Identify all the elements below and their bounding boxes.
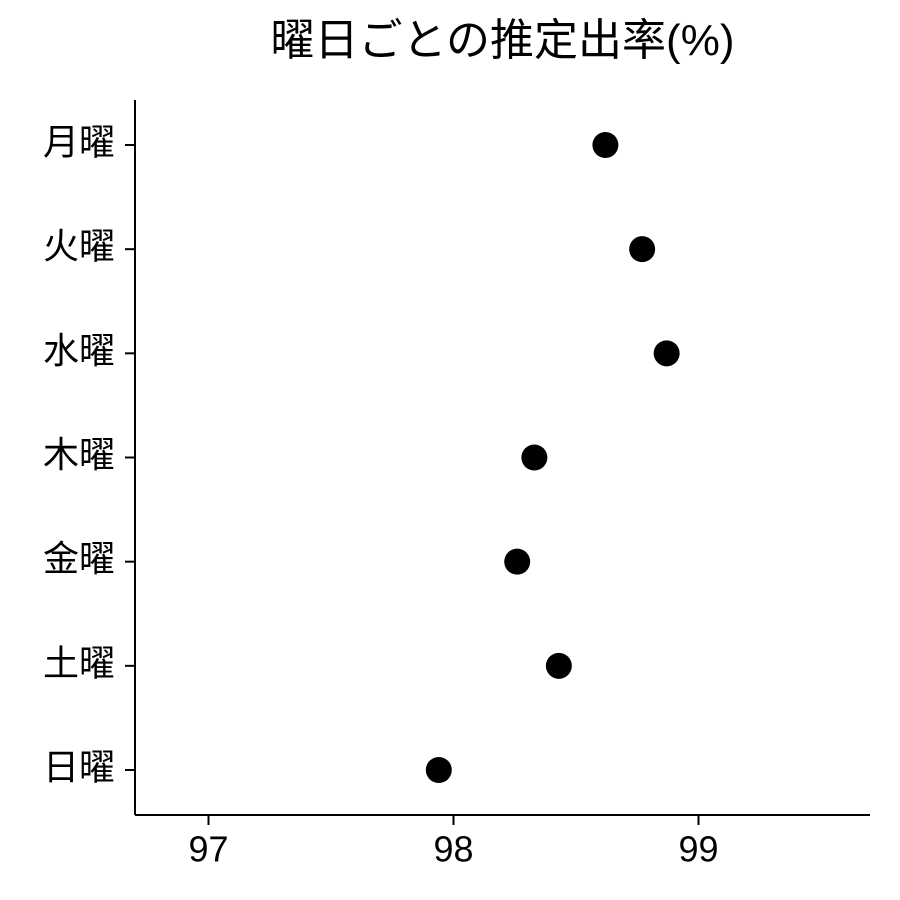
data-point bbox=[426, 757, 452, 783]
chart-container: 曜日ごとの推定出率(%) 月曜火曜水曜木曜金曜土曜日曜 97 98 99 bbox=[0, 0, 900, 900]
y-tick-label: 火曜 bbox=[43, 226, 115, 267]
data-point bbox=[504, 549, 530, 575]
x-tick-label: 99 bbox=[678, 828, 718, 869]
y-tick-label: 土曜 bbox=[43, 642, 115, 683]
x-tick-label: 98 bbox=[433, 828, 473, 869]
data-point bbox=[546, 653, 572, 679]
y-tick-label: 金曜 bbox=[43, 538, 115, 579]
chart-title: 曜日ごとの推定出率(%) bbox=[271, 16, 735, 65]
x-tick-label: 97 bbox=[188, 828, 228, 869]
y-tick-label: 日曜 bbox=[43, 747, 115, 788]
data-point bbox=[592, 132, 618, 158]
y-tick-label: 月曜 bbox=[43, 122, 115, 163]
data-point bbox=[521, 445, 547, 471]
data-point bbox=[629, 236, 655, 262]
y-tick-label: 木曜 bbox=[43, 434, 115, 475]
y-tick-label: 水曜 bbox=[43, 330, 115, 371]
dot-plot-chart: 曜日ごとの推定出率(%) 月曜火曜水曜木曜金曜土曜日曜 97 98 99 bbox=[0, 0, 900, 900]
data-point bbox=[654, 340, 680, 366]
